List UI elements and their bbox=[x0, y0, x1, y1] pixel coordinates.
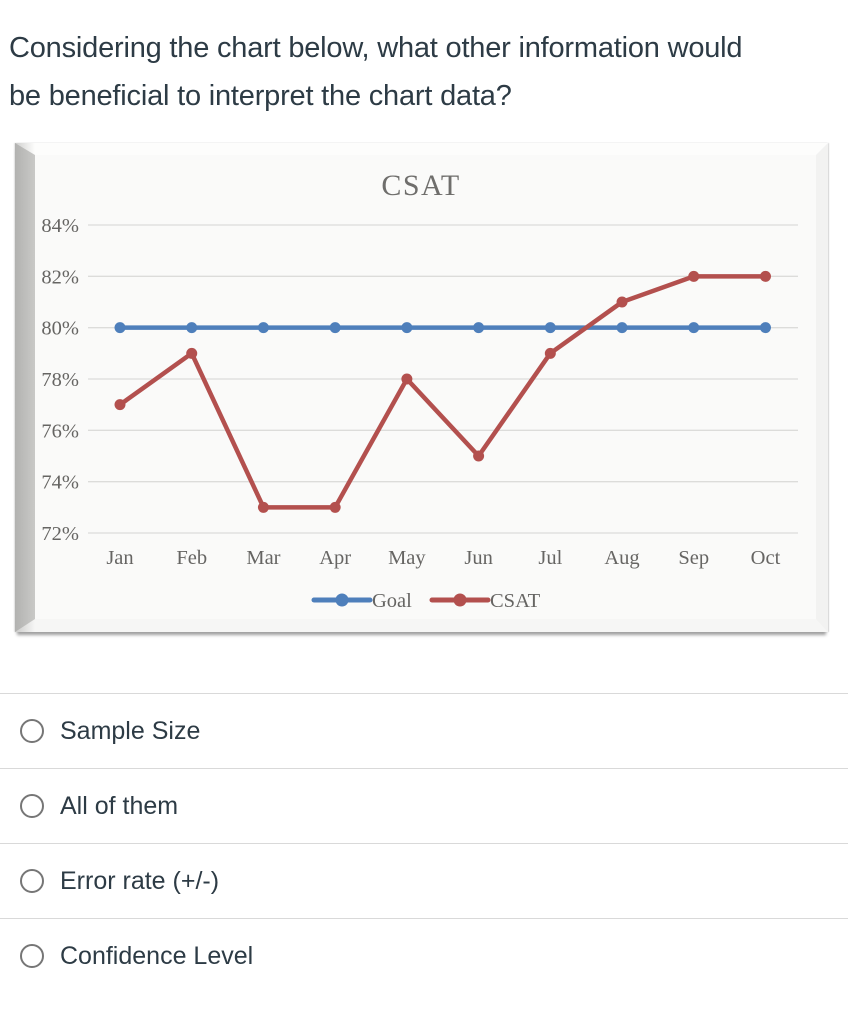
svg-text:Goal: Goal bbox=[372, 590, 412, 612]
csat-chart-svg: 72% 74% 76% 78% 80% 82% 84% CSAT Jan Feb Mar Apr May… bbox=[41, 169, 798, 612]
answer-option-sample-size[interactable]: Sample Size bbox=[0, 693, 848, 768]
svg-text:Apr: Apr bbox=[319, 547, 351, 569]
svg-text:Jun: Jun bbox=[464, 547, 492, 569]
svg-text:Feb: Feb bbox=[176, 547, 207, 569]
csat-chart-image: 72% 74% 76% 78% 80% 82% 84% CSAT Jan Feb Mar Apr May… bbox=[15, 143, 828, 632]
answer-options: Sample Size All of them Error rate (+/-)… bbox=[0, 693, 848, 993]
svg-text:76%: 76% bbox=[41, 420, 79, 442]
option-label: Error rate (+/-) bbox=[60, 866, 220, 895]
svg-text:Oct: Oct bbox=[751, 547, 781, 569]
svg-text:82%: 82% bbox=[41, 266, 79, 288]
radio-button-icon[interactable] bbox=[20, 869, 44, 893]
svg-text:Jul: Jul bbox=[538, 547, 562, 569]
answer-option-error-rate[interactable]: Error rate (+/-) bbox=[0, 843, 848, 918]
svg-text:74%: 74% bbox=[41, 472, 79, 494]
radio-button-icon[interactable] bbox=[20, 794, 44, 818]
svg-text:72%: 72% bbox=[41, 523, 79, 545]
option-label: Sample Size bbox=[60, 716, 201, 745]
svg-text:84%: 84% bbox=[41, 215, 79, 237]
option-label: Confidence Level bbox=[60, 941, 254, 970]
svg-text:May: May bbox=[388, 547, 426, 569]
svg-text:80%: 80% bbox=[41, 318, 79, 340]
answer-option-confidence-level[interactable]: Confidence Level bbox=[0, 918, 848, 993]
answer-option-all-of-them[interactable]: All of them bbox=[0, 768, 848, 843]
svg-text:Sep: Sep bbox=[678, 547, 709, 569]
svg-text:78%: 78% bbox=[41, 369, 79, 391]
radio-button-icon[interactable] bbox=[20, 944, 44, 968]
svg-text:Jan: Jan bbox=[106, 547, 133, 569]
svg-text:CSAT: CSAT bbox=[490, 590, 541, 612]
question-text: Considering the chart below, what other … bbox=[9, 32, 743, 112]
radio-button-icon[interactable] bbox=[20, 719, 44, 743]
svg-text:Aug: Aug bbox=[604, 547, 639, 569]
svg-text:CSAT: CSAT bbox=[381, 169, 460, 202]
option-label: All of them bbox=[60, 791, 179, 820]
svg-text:Mar: Mar bbox=[246, 547, 280, 569]
chart-plot-area: 72% 74% 76% 78% 80% 82% 84% CSAT Jan Feb Mar Apr May… bbox=[35, 155, 816, 619]
